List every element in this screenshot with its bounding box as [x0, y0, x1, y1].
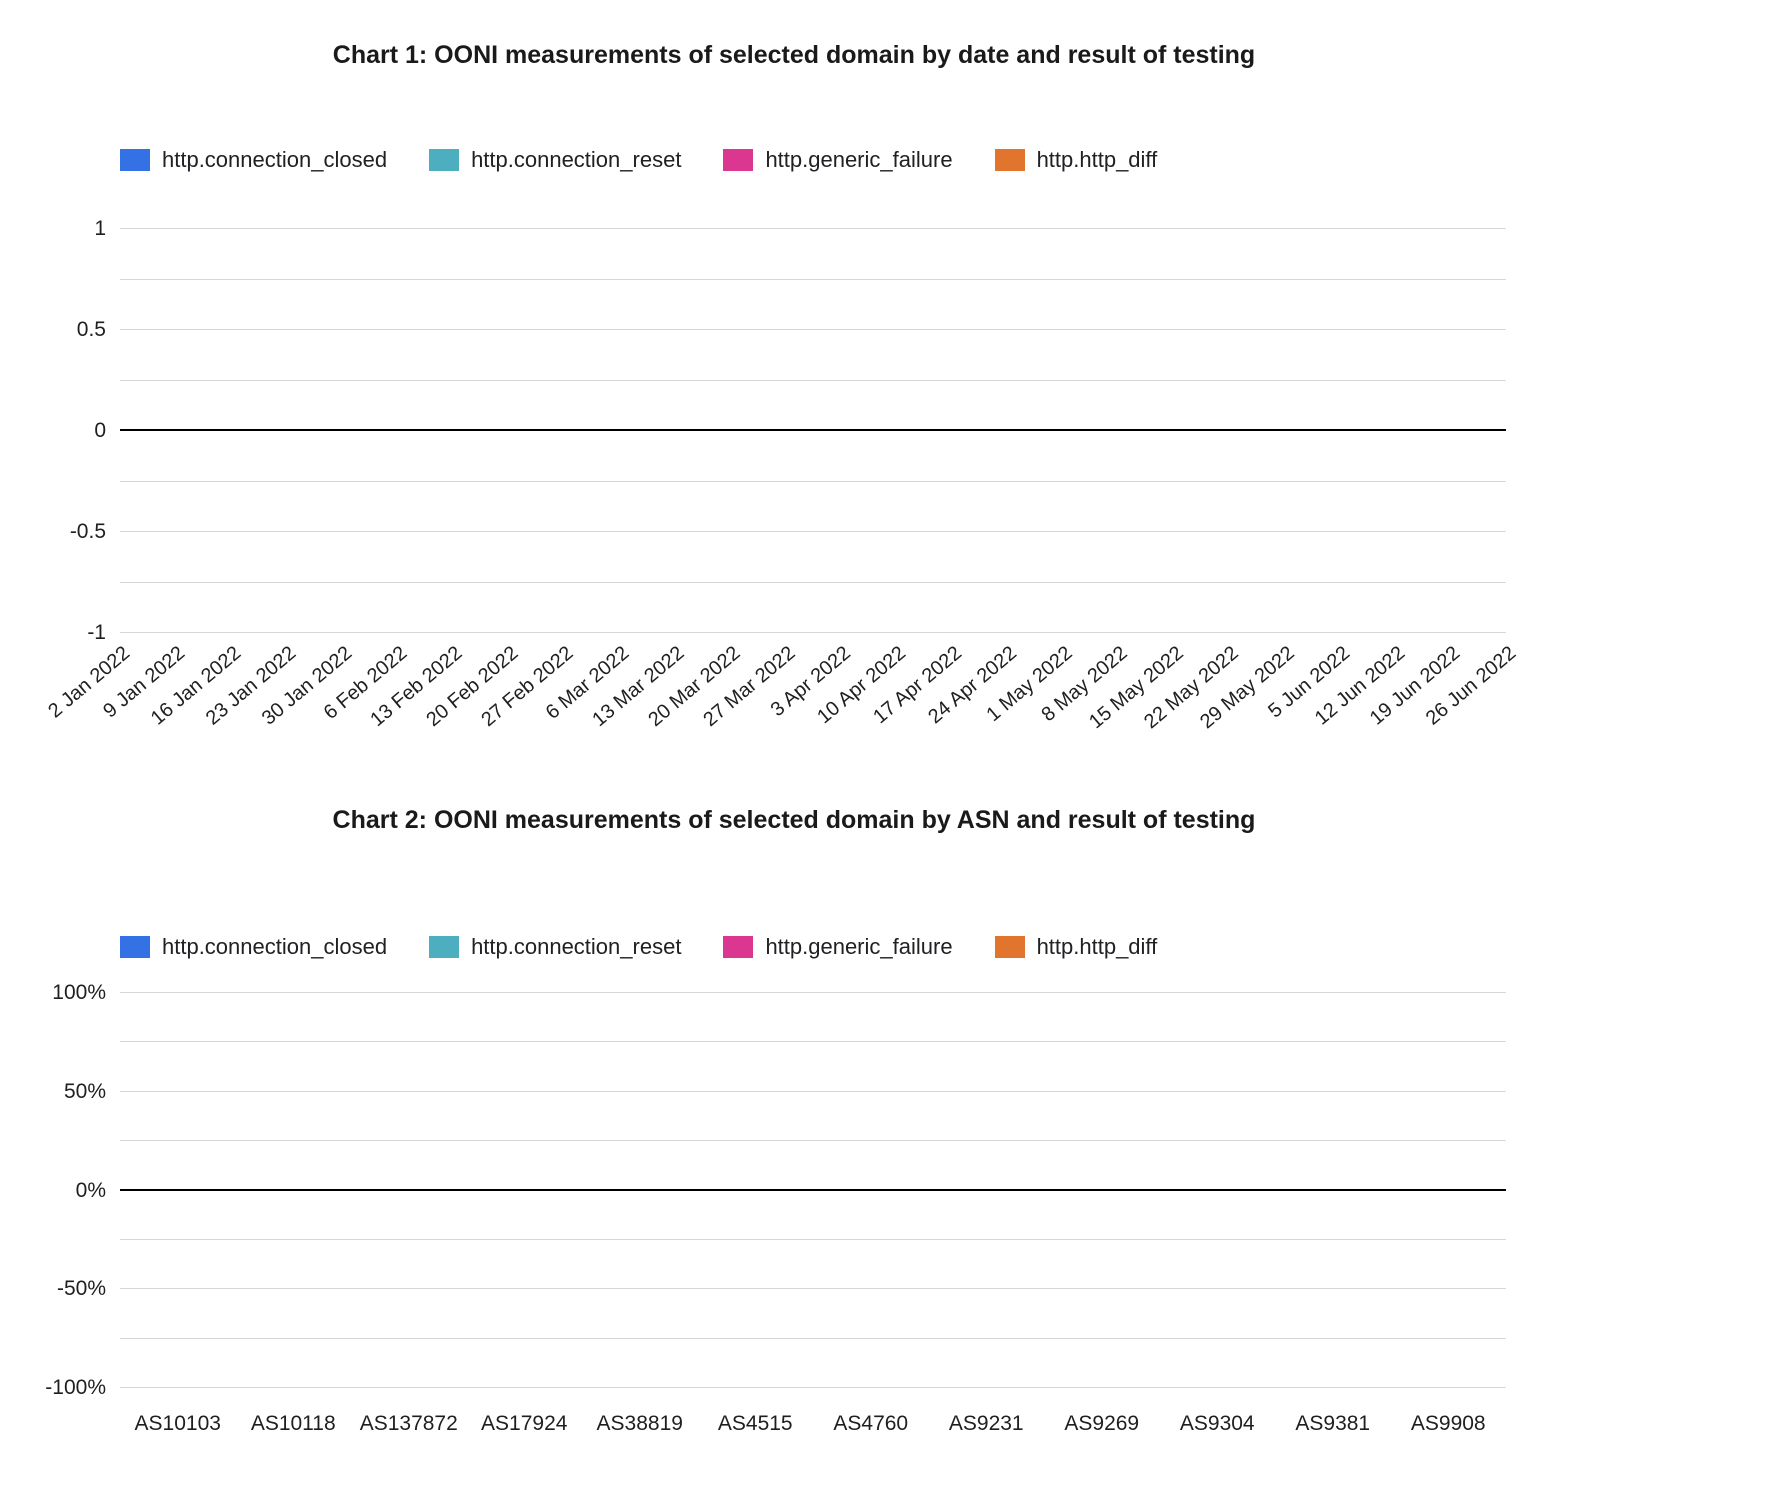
- x-axis-tick-label: AS9231: [948, 1412, 1024, 1435]
- chart2-legend: http.connection_closed http.connection_r…: [120, 934, 1588, 960]
- gridline: [120, 1140, 1506, 1142]
- y-axis-tick-label: 0: [94, 419, 106, 442]
- gridline: [120, 379, 1506, 381]
- gridline: 0: [94, 419, 1506, 442]
- gridline: 100%: [52, 981, 1506, 1004]
- chart1-x-axis: 2 Jan 2022 9 Jan 2022 16 Jan 2022 23 Jan…: [44, 632, 1520, 772]
- legend-item[interactable]: http.generic_failure: [723, 934, 953, 960]
- x-axis-tick-label: AS38819: [596, 1412, 683, 1435]
- y-axis-tick-label: -100%: [45, 1376, 106, 1399]
- x-axis-tick-label: AS9908: [1410, 1412, 1486, 1435]
- legend-color-swatch: [994, 149, 1025, 171]
- legend-item-label: http.generic_failure: [765, 934, 953, 959]
- x-axis-tick-label: AS4760: [833, 1412, 909, 1435]
- legend-color-swatch: [723, 936, 754, 958]
- x-axis-tick-label: AS137872: [359, 1412, 458, 1435]
- gridline: [120, 1238, 1506, 1240]
- chart1-plot-area: 1 0.5 0: [70, 217, 1506, 644]
- gridline: [120, 581, 1506, 583]
- x-axis-tick-label: AS9304: [1179, 1412, 1255, 1435]
- legend-item-label: http.generic_failure: [765, 147, 953, 172]
- legend-item-label: http.http_diff: [1036, 934, 1158, 959]
- x-axis-tick-label: AS17924: [481, 1412, 568, 1435]
- y-axis-tick-label: -0.5: [69, 520, 106, 543]
- y-axis-tick-label: 0.5: [76, 318, 106, 341]
- legend-color-swatch: [429, 149, 460, 171]
- x-axis-tick-label: AS4515: [717, 1412, 793, 1435]
- legend-item[interactable]: http.http_diff: [994, 934, 1158, 960]
- y-axis-tick-label: -1: [87, 621, 106, 644]
- gridline: 0.5: [77, 318, 1506, 341]
- gridline: -50%: [57, 1277, 1506, 1300]
- gridline: 50%: [64, 1080, 1506, 1103]
- y-axis-tick-label: 100%: [52, 981, 106, 1004]
- x-axis-tick-label: AS10103: [134, 1412, 221, 1435]
- chart1-section: Chart 1: OONI measurements of selected d…: [0, 0, 1588, 772]
- legend-item-label: http.connection_reset: [471, 147, 682, 172]
- legend-color-swatch: [723, 149, 754, 171]
- x-axis-tick-label: AS9269: [1064, 1412, 1140, 1435]
- x-axis-tick-label: AS9381: [1295, 1412, 1371, 1435]
- gridline: [120, 1041, 1506, 1043]
- chart2-plot-area: 100% 50% 0%: [45, 981, 1506, 1399]
- gridline: -100%: [45, 1376, 1506, 1399]
- legend-color-swatch: [120, 936, 150, 958]
- legend-item-label: http.connection_closed: [162, 934, 388, 959]
- legend-item[interactable]: http.connection_reset: [429, 934, 681, 960]
- chart2-title: Chart 2: OONI measurements of selected d…: [332, 806, 1256, 834]
- chart2-x-axis: AS10103 AS10118 AS137872 AS17924 AS38819…: [120, 1412, 1506, 1436]
- gridline: [120, 278, 1506, 280]
- legend-item[interactable]: http.connection_reset: [429, 147, 681, 173]
- y-axis-tick-label: 50%: [63, 1079, 106, 1103]
- legend-color-swatch: [429, 936, 460, 958]
- y-axis-tick-label: -50%: [56, 1277, 106, 1301]
- legend-item[interactable]: http.connection_closed: [120, 934, 387, 960]
- legend-item-label: http.http_diff: [1036, 147, 1158, 172]
- x-axis-tick-label: AS10118: [250, 1412, 336, 1435]
- legend-item[interactable]: http.generic_failure: [723, 147, 953, 173]
- gridline: [120, 480, 1506, 482]
- gridline: 0%: [76, 1179, 1506, 1202]
- legend-item-label: http.connection_closed: [162, 147, 388, 172]
- gridline: 1: [94, 217, 1506, 240]
- chart1-legend: http.connection_closed http.connection_r…: [120, 147, 1588, 173]
- chart1-title: Chart 1: OONI measurements of selected d…: [332, 41, 1256, 69]
- gridline: -0.5: [70, 520, 1506, 543]
- y-axis-tick-label: 0%: [75, 1178, 106, 1202]
- legend-item-label: http.connection_reset: [471, 934, 682, 959]
- legend-item[interactable]: http.http_diff: [994, 147, 1158, 173]
- chart2-section: Chart 2: OONI measurements of selected d…: [0, 805, 1588, 1436]
- legend-item[interactable]: http.connection_closed: [120, 147, 387, 173]
- legend-color-swatch: [120, 149, 150, 171]
- gridline: [120, 1337, 1506, 1339]
- gridline: -1: [87, 621, 1506, 644]
- page: Chart 1: OONI measurements of selected d…: [0, 0, 1588, 1436]
- legend-color-swatch: [994, 936, 1025, 958]
- y-axis-tick-label: 1: [94, 217, 106, 240]
